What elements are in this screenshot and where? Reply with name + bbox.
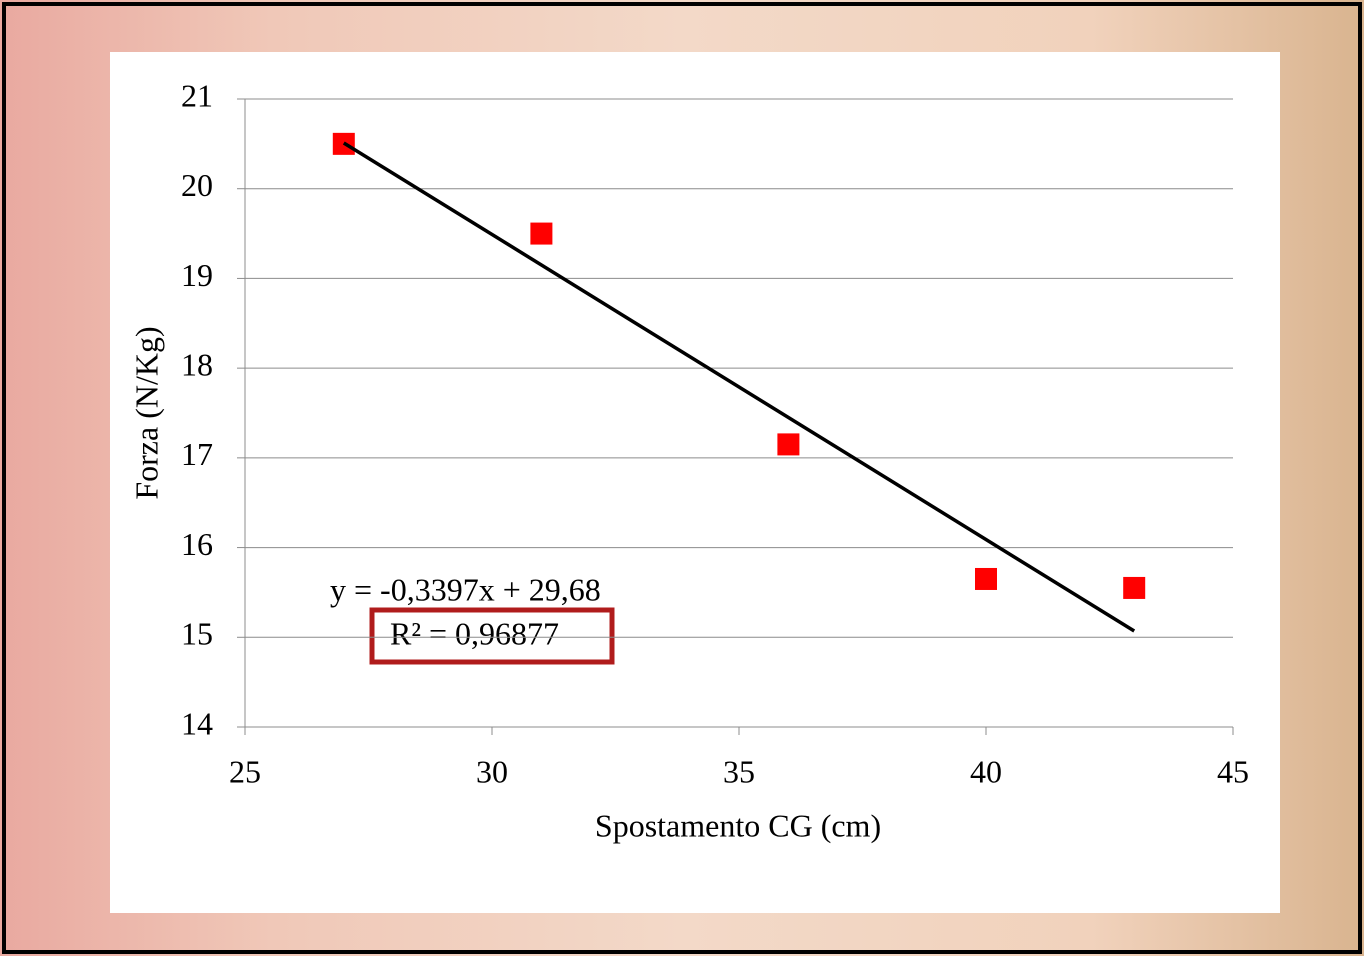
trendline-equation: y = -0,3397x + 29,68 [330, 571, 601, 607]
chart-area [110, 52, 1280, 913]
y-axis-title: Forza (N/Kg) [128, 326, 164, 499]
y-tick-label: 19 [181, 257, 213, 293]
page: Spostamento CG (cm) Forza (N/Kg) y = -0,… [0, 0, 1364, 956]
x-axis-title: Spostamento CG (cm) [595, 807, 881, 843]
y-tick-label: 15 [181, 616, 213, 652]
y-tick-label: 21 [181, 77, 213, 113]
y-tick-label: 16 [181, 526, 213, 562]
chart: Spostamento CG (cm) Forza (N/Kg) y = -0,… [0, 0, 1364, 956]
y-tick-label: 18 [181, 346, 213, 382]
data-point [777, 433, 799, 455]
x-tick-label: 40 [970, 753, 1002, 789]
y-tick-label: 14 [181, 705, 213, 741]
data-point [530, 223, 552, 245]
data-point [1123, 577, 1145, 599]
r-squared: R² = 0,96877 [390, 615, 559, 651]
y-tick-label: 20 [181, 167, 213, 203]
x-tick-label: 25 [229, 753, 261, 789]
x-tick-label: 30 [476, 753, 508, 789]
x-tick-label: 35 [723, 753, 755, 789]
y-tick-label: 17 [181, 436, 213, 472]
x-tick-label: 45 [1217, 753, 1249, 789]
data-point [975, 568, 997, 590]
